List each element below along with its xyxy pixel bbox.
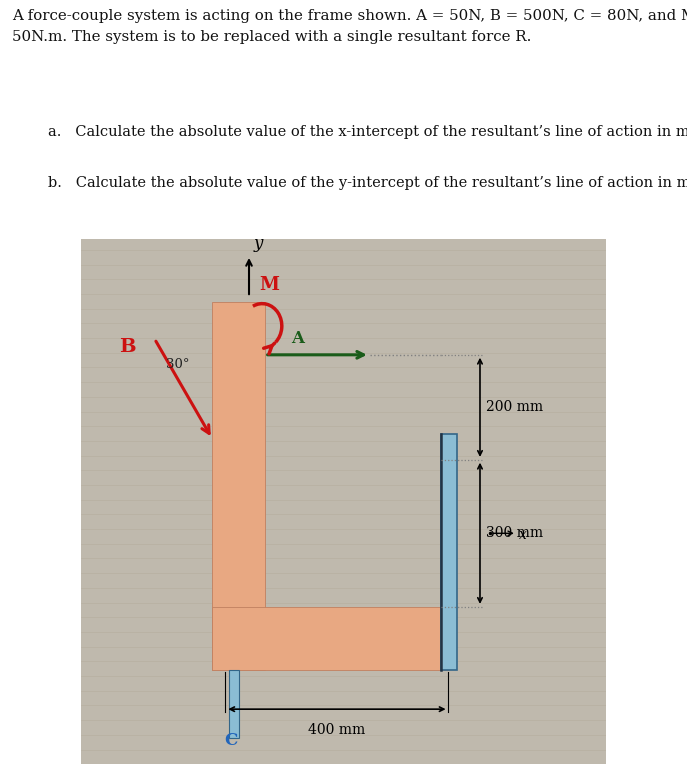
Text: A force-couple system is acting on the frame shown. A = 50N, B = 500N, C = 80N, : A force-couple system is acting on the f… xyxy=(12,9,687,44)
Text: 400 mm: 400 mm xyxy=(308,723,365,737)
Text: B: B xyxy=(120,337,136,356)
Text: a.   Calculate the absolute value of the x-intercept of the resultant’s line of : a. Calculate the absolute value of the x… xyxy=(48,125,687,139)
Text: A: A xyxy=(291,330,304,347)
Bar xyxy=(229,670,238,738)
Text: b.   Calculate the absolute value of the y-intercept of the resultant’s line of : b. Calculate the absolute value of the y… xyxy=(48,176,687,190)
Bar xyxy=(440,434,458,670)
Bar xyxy=(212,607,449,670)
Text: C: C xyxy=(224,732,237,749)
Text: 300 mm: 300 mm xyxy=(486,527,543,540)
Text: 30°: 30° xyxy=(166,357,190,371)
Text: x: x xyxy=(519,528,527,542)
Bar xyxy=(212,303,264,670)
Text: 200 mm: 200 mm xyxy=(486,401,543,415)
Text: y: y xyxy=(254,235,262,252)
Text: M: M xyxy=(260,276,280,294)
